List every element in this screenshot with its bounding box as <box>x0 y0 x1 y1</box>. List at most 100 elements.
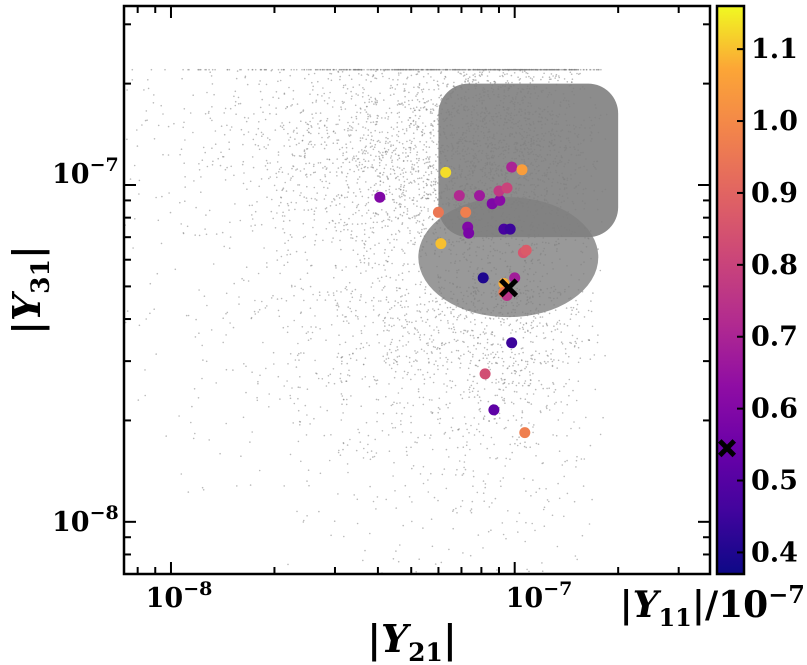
cloud-point <box>507 367 509 369</box>
cloud-point <box>438 397 441 400</box>
cloud-point <box>518 187 520 190</box>
cloud-point <box>437 329 440 332</box>
cloud-point <box>342 154 344 157</box>
cloud-point <box>422 106 425 109</box>
cloud-point <box>523 191 526 193</box>
cloud-point <box>133 164 136 167</box>
cloud-point <box>489 120 491 122</box>
cloud-point <box>472 353 474 356</box>
cloud-point <box>290 105 292 107</box>
cloud-point <box>398 195 401 197</box>
cloud-point <box>436 265 438 268</box>
cloud-point <box>461 142 464 145</box>
cloud-point <box>499 388 502 391</box>
cloud-point <box>425 342 428 345</box>
cloud-point <box>574 231 576 234</box>
cloud-point <box>537 234 540 236</box>
cloud-point <box>295 250 298 253</box>
cloud-point <box>283 264 286 267</box>
cloud-point <box>484 167 487 170</box>
cloud-point <box>445 102 448 105</box>
cloud-point <box>503 139 506 142</box>
cloud-point <box>515 157 517 160</box>
cloud-point <box>303 168 306 170</box>
cloud-point <box>490 436 493 439</box>
cloud-point <box>406 77 408 80</box>
cloud-point <box>341 71 344 73</box>
cloud-point <box>546 387 548 390</box>
cloud-point <box>301 68 303 71</box>
cloud-point <box>496 351 499 353</box>
cloud-point <box>510 332 512 334</box>
cloud-point <box>311 113 313 115</box>
cloud-point <box>582 139 585 142</box>
cloud-point <box>463 132 465 134</box>
cloud-point <box>548 296 550 299</box>
cloud-point <box>529 68 532 71</box>
cloud-point <box>373 455 376 458</box>
cloud-point <box>418 270 420 273</box>
cloud-point <box>540 362 542 365</box>
cloud-point <box>404 89 406 92</box>
cloud-point <box>564 187 566 189</box>
cloud-point <box>395 147 398 150</box>
cloud-point <box>401 325 403 327</box>
cloud-point <box>525 136 528 139</box>
cloud-point <box>455 340 458 343</box>
cloud-point <box>368 98 371 101</box>
cloud-point <box>524 540 526 543</box>
cloud-point <box>466 441 468 443</box>
cloud-point <box>367 209 370 212</box>
cloud-point <box>334 132 337 134</box>
cloud-point <box>548 145 550 147</box>
cloud-point <box>303 155 306 158</box>
cloud-point <box>398 116 401 118</box>
cloud-point <box>491 91 494 93</box>
cloud-point <box>410 431 412 434</box>
cloud-point <box>577 133 580 136</box>
cloud-point <box>251 214 253 216</box>
cloud-point <box>383 264 385 267</box>
cloud-point <box>214 130 217 132</box>
cloud-point <box>345 151 348 153</box>
cloud-point <box>252 138 255 141</box>
cloud-point <box>347 129 349 132</box>
cloud-point <box>397 79 399 81</box>
cloud-point <box>318 132 320 135</box>
cloud-point <box>406 320 408 323</box>
cloud-point <box>523 148 526 151</box>
cloud-point <box>387 178 389 180</box>
cloud-point <box>399 304 402 307</box>
cloud-point <box>138 179 141 182</box>
cloud-point <box>421 228 423 231</box>
cloud-point <box>187 68 189 71</box>
cloud-point <box>365 121 368 123</box>
cloud-point <box>564 460 566 463</box>
cloud-point <box>339 239 341 242</box>
cloud-point <box>527 179 530 182</box>
cloud-point <box>376 221 378 224</box>
cloud-point <box>387 137 389 140</box>
cloud-point <box>556 208 558 210</box>
cloud-point <box>306 200 309 203</box>
cloud-point <box>571 68 573 71</box>
cloud-point <box>315 233 318 236</box>
cloud-point <box>501 313 504 316</box>
cloud-point <box>452 331 455 334</box>
cloud-point <box>504 135 507 138</box>
cloud-point <box>464 80 466 82</box>
cloud-point <box>451 150 453 152</box>
cloud-point <box>469 308 471 311</box>
cloud-point <box>400 184 402 186</box>
cloud-point <box>174 268 177 271</box>
cloud-point <box>526 134 529 137</box>
cloud-point <box>205 68 207 71</box>
cloud-point <box>406 402 409 404</box>
cloud-point <box>397 100 399 102</box>
cloud-point <box>370 186 372 189</box>
cloud-point <box>390 155 393 157</box>
cloud-point <box>272 351 275 354</box>
cloud-point <box>542 160 545 162</box>
cloud-point <box>535 210 538 213</box>
cloud-point <box>450 96 453 99</box>
